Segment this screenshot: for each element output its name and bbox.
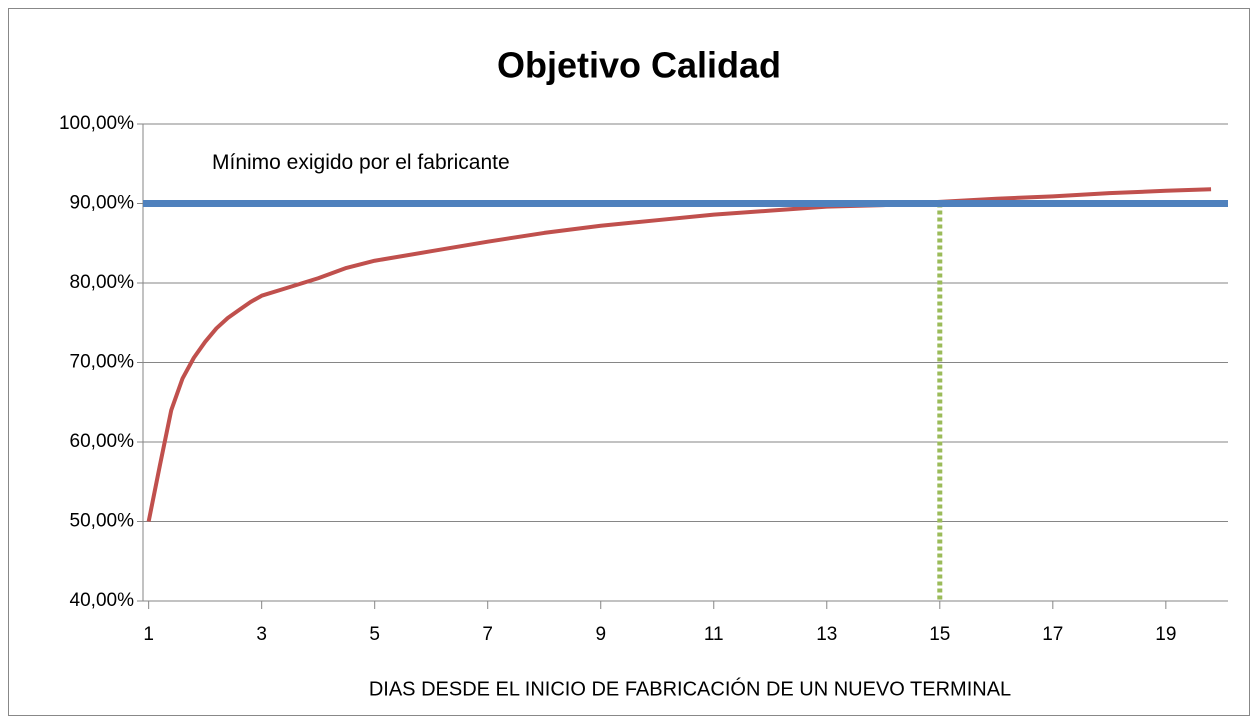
- x-tick-label: 11: [704, 624, 724, 645]
- x-tick-label: 15: [929, 624, 950, 645]
- x-axis-title: DIAS DESDE EL INICIO DE FABRICACIÓN DE U…: [369, 677, 1011, 700]
- chart-title: Objetivo Calidad: [497, 45, 781, 86]
- x-tick-label: 3: [256, 624, 267, 645]
- y-tick-label: 40,00%: [70, 590, 135, 611]
- y-tick-label: 90,00%: [70, 193, 135, 214]
- y-tick-label: 50,00%: [70, 511, 135, 532]
- x-tick-label: 19: [1155, 624, 1176, 645]
- x-tick-label: 17: [1042, 624, 1063, 645]
- x-tick-label: 5: [369, 624, 380, 645]
- x-tick-label: 9: [595, 624, 606, 645]
- y-tick-label: 60,00%: [70, 431, 135, 452]
- y-tick-label: 80,00%: [70, 272, 135, 293]
- x-tick-label: 1: [143, 624, 154, 645]
- y-tick-label: 70,00%: [70, 352, 135, 373]
- x-tick-label: 13: [816, 624, 837, 645]
- y-tick-label: 100,00%: [59, 113, 134, 134]
- reference-label: Mínimo exigido por el fabricante: [212, 151, 510, 174]
- x-tick-label: 7: [482, 624, 493, 645]
